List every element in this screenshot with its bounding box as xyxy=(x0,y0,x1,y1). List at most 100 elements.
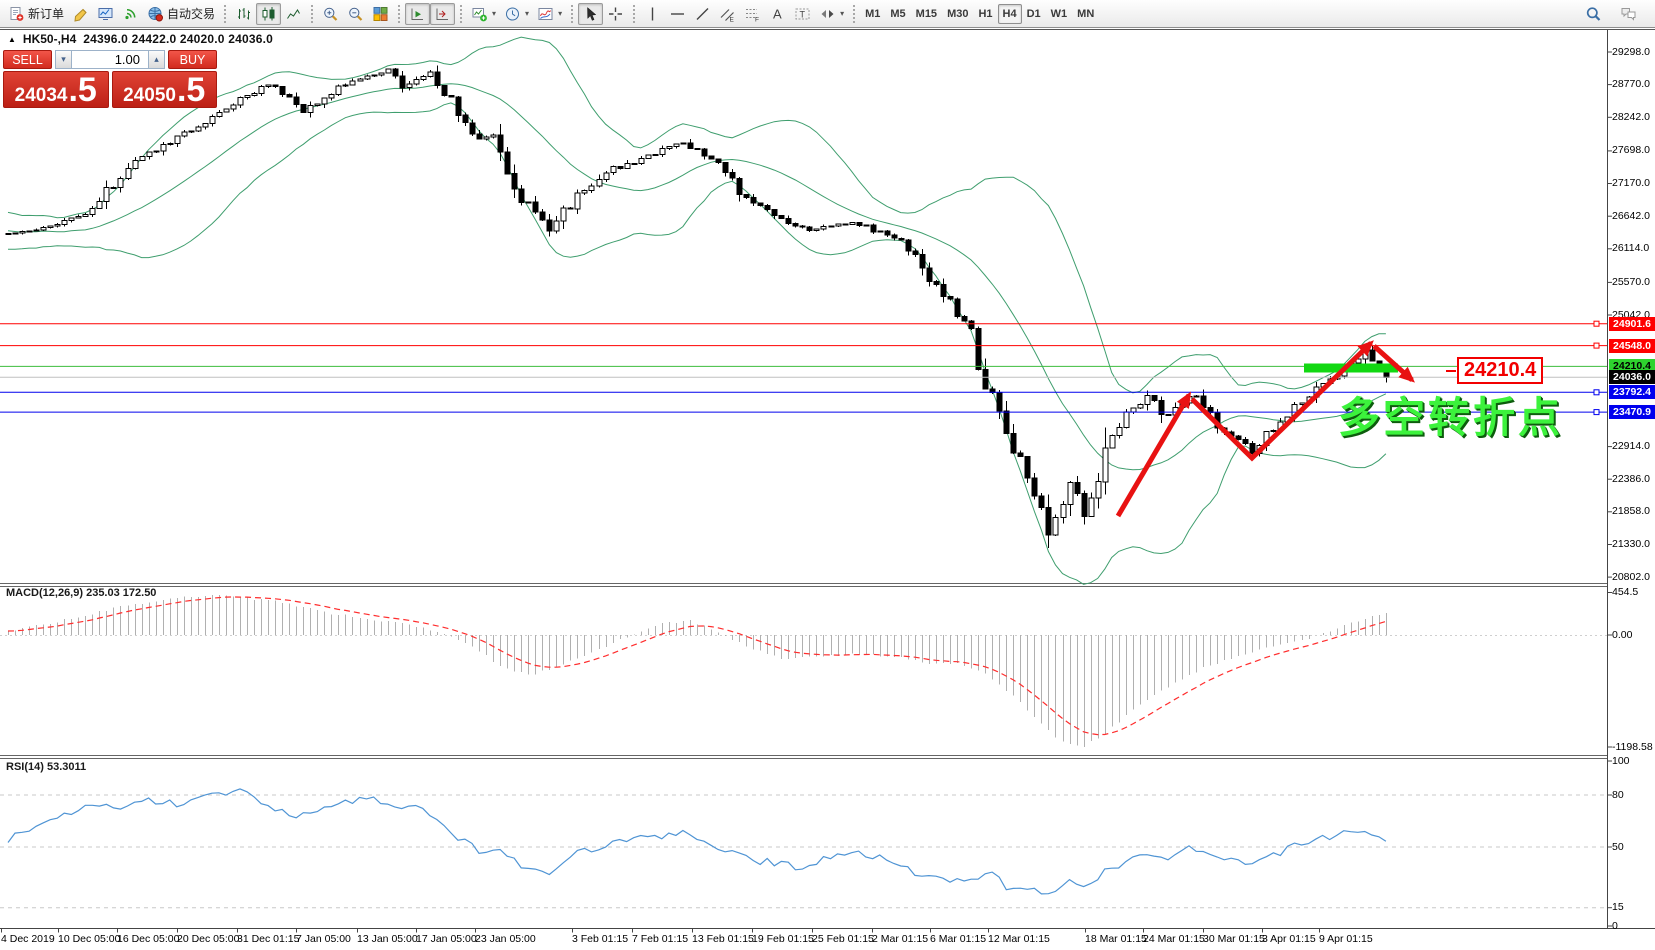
chart-window-icon xyxy=(97,6,114,22)
toolbar-button-market-window[interactable] xyxy=(93,3,118,25)
line-anchor[interactable] xyxy=(1593,389,1600,396)
timeframe-button-m15[interactable]: M15 xyxy=(915,7,938,20)
volume-input[interactable]: 1.00 xyxy=(72,50,148,69)
toolbar-button-zoom-out[interactable] xyxy=(343,3,368,25)
main-toolbar: 新订单 自动交易 ▾ ▾ ▾ E F A T ▾ M1 M5 M15 M30 H1 H4 D1 W1 MN xyxy=(0,0,1655,28)
toolbar-button-indicators[interactable]: ▾ xyxy=(533,3,566,25)
crosshair-icon xyxy=(607,6,624,22)
toolbar-button-chart-shift[interactable] xyxy=(430,2,456,25)
line-anchor[interactable] xyxy=(1593,342,1600,349)
toolbar-button-line-chart[interactable] xyxy=(281,3,306,25)
volume-spinner: ▾ 1.00 ▴ xyxy=(55,50,165,69)
buy-price-tile[interactable]: 24050.5 xyxy=(111,71,217,109)
indicators-icon xyxy=(537,6,554,22)
toolbar-button-arrows[interactable]: ▾ xyxy=(815,3,848,25)
bollinger-bands xyxy=(7,36,1387,585)
signals-icon xyxy=(122,6,139,22)
svg-text:F: F xyxy=(755,16,759,22)
sell-price-tile[interactable]: 24034.5 xyxy=(3,71,109,108)
toolbar-button-zoom-in[interactable] xyxy=(318,3,343,25)
timeframe-button-h1[interactable]: H1 xyxy=(978,7,993,20)
price-callout[interactable]: 24210.4 xyxy=(1457,357,1544,384)
candlesticks xyxy=(5,65,1390,548)
sell-price-pips: .5 xyxy=(68,71,97,109)
autotrade-icon xyxy=(147,6,164,22)
toolbar-button-text[interactable]: A xyxy=(765,3,790,25)
symbol-period: HK50-,H4 xyxy=(22,32,77,46)
dropdown-caret-icon[interactable]: ▾ xyxy=(492,9,497,18)
toolbar-button-label: 自动交易 xyxy=(167,7,216,21)
trend-arrow[interactable] xyxy=(1190,340,1374,462)
chat-icon xyxy=(1620,6,1637,22)
line-anchor[interactable] xyxy=(1593,409,1600,416)
trend-arrow[interactable] xyxy=(1372,344,1415,383)
new-chart-icon xyxy=(471,6,488,22)
toolbar-button-periods[interactable]: ▾ xyxy=(500,3,533,25)
shapes-icon xyxy=(819,6,836,22)
toolbar-button-trendline[interactable] xyxy=(690,3,715,25)
toolbar-button-new-chart[interactable]: ▾ xyxy=(467,3,500,25)
period-icon xyxy=(504,6,521,22)
toolbar-button-kicker[interactable] xyxy=(68,3,93,25)
line-anchor[interactable] xyxy=(1593,320,1600,327)
candlestick-icon xyxy=(260,6,277,22)
buy-price-pips: .5 xyxy=(176,71,206,109)
toolbar-button-label: 新订单 xyxy=(28,7,65,21)
toolbar-separator xyxy=(311,4,314,23)
toolbar-separator xyxy=(853,4,856,23)
chart-shift-icon xyxy=(434,6,451,22)
trend-arrow[interactable] xyxy=(1115,391,1192,518)
toolbar-button-community-chat[interactable] xyxy=(1616,3,1641,25)
toolbar-button-auto-trading[interactable]: 自动交易 xyxy=(143,3,219,25)
toolbar-button-search[interactable] xyxy=(1581,3,1606,25)
volume-increase-button[interactable]: ▴ xyxy=(148,50,165,69)
macd-indicator-label: MACD(12,26,9) 235.03 172.50 xyxy=(6,587,157,599)
dropdown-caret-icon[interactable]: ▾ xyxy=(840,9,845,18)
timeframe-button-m30[interactable]: M30 xyxy=(947,7,969,20)
volume-decrease-button[interactable]: ▾ xyxy=(55,50,72,69)
toolbar-button-bar-chart[interactable] xyxy=(231,3,256,25)
auto-scroll-icon xyxy=(409,6,426,22)
toolbar-button-crosshair[interactable] xyxy=(603,3,628,25)
svg-text:T: T xyxy=(800,9,806,19)
toolbar-button-auto-scroll[interactable] xyxy=(405,2,431,25)
zoom-out-icon xyxy=(347,6,364,22)
channel-icon: E xyxy=(719,6,736,22)
fibo-icon: F xyxy=(744,6,761,22)
vline-icon xyxy=(644,6,661,22)
timeframe-button-h4[interactable]: H4 xyxy=(997,3,1022,24)
toolbar-button-text-label[interactable]: T xyxy=(790,3,815,25)
new-order-icon xyxy=(8,6,25,22)
timeframe-button-mn[interactable]: MN xyxy=(1077,7,1095,20)
toolbar-button-equidistant-channel[interactable]: E xyxy=(715,3,740,25)
toolbar-button-horizontal-line[interactable] xyxy=(665,3,690,25)
timeframe-button-d1[interactable]: D1 xyxy=(1026,7,1041,20)
label-icon: T xyxy=(794,6,811,22)
toolbar-separator xyxy=(398,4,401,23)
toolbar-button-cursor[interactable] xyxy=(578,2,604,25)
zoom-in-icon xyxy=(322,6,339,22)
timeframe-button-m5[interactable]: M5 xyxy=(890,7,906,20)
trendline-icon xyxy=(694,6,711,22)
toolbar-button-signals[interactable] xyxy=(118,3,143,25)
annotation-text-cn[interactable]: 多空转折点 xyxy=(1338,394,1564,441)
toolbar-button-tile-windows[interactable] xyxy=(368,3,393,25)
toolbar-button-candlestick-chart[interactable] xyxy=(256,2,282,25)
toolbar-button-fibonacci[interactable]: F xyxy=(740,3,765,25)
toolbar-button-vertical-line[interactable] xyxy=(640,3,665,25)
sell-button[interactable]: SELL xyxy=(3,50,52,69)
macd-signal-line xyxy=(7,596,1387,736)
toolbar-separator xyxy=(460,4,463,23)
ohlc-values: 24396.0 24422.0 24020.0 24036.0 xyxy=(83,32,273,46)
symbol-info: ▲ HK50-,H4 24396.0 24422.0 24020.0 24036… xyxy=(8,32,273,46)
timeframe-button-w1[interactable]: W1 xyxy=(1050,7,1068,20)
toolbar-button-new-order[interactable]: 新订单 xyxy=(4,3,68,25)
collapse-chart-icon[interactable]: ▲ xyxy=(8,34,16,44)
trade-panel-top-row: SELL ▾ 1.00 ▴ BUY xyxy=(3,50,217,69)
dropdown-caret-icon[interactable]: ▾ xyxy=(525,9,530,18)
buy-button[interactable]: BUY xyxy=(168,50,217,69)
timeframe-button-m1[interactable]: M1 xyxy=(865,7,881,20)
toolbar-separator xyxy=(224,4,227,23)
dropdown-caret-icon[interactable]: ▾ xyxy=(558,9,563,18)
